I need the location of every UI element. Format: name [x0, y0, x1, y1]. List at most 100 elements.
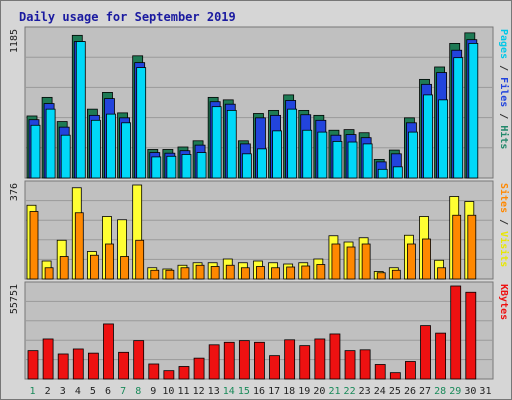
bar-sites	[331, 243, 341, 280]
bar-pages	[181, 154, 192, 179]
legend-entry: Files	[498, 77, 510, 107]
chart-title: Daily usage for September 2019	[19, 10, 236, 24]
bar-kbytes	[57, 353, 69, 380]
bar-pages	[45, 108, 56, 179]
x-tick-label: 5	[90, 386, 96, 397]
x-tick-label: 15	[238, 386, 250, 397]
x-tick-label: 22	[344, 386, 356, 397]
bar-pages	[166, 155, 177, 179]
bar-kbytes	[405, 361, 416, 380]
bar-kbytes	[72, 348, 84, 380]
bar-pages	[408, 131, 418, 179]
bar-pages	[106, 113, 116, 179]
bar-sites	[316, 264, 326, 280]
bar-kbytes	[465, 291, 477, 380]
ymax-label: 1185	[9, 29, 20, 53]
legend-entry: Visits	[498, 231, 510, 267]
x-tick-label: 26	[404, 386, 416, 397]
bar-kbytes	[420, 325, 431, 380]
bar-pages	[257, 148, 267, 179]
bar-sites	[301, 265, 311, 280]
x-tick-label: 23	[359, 386, 371, 397]
x-tick-label: 20	[313, 386, 325, 397]
bar-sites	[346, 246, 356, 280]
ymax-label: 55751	[9, 284, 20, 314]
bar-kbytes	[329, 333, 341, 380]
bar-pages	[272, 130, 282, 179]
x-tick-label: 10	[162, 386, 174, 397]
x-tick-label: 8	[135, 386, 141, 397]
bar-pages	[196, 152, 207, 179]
bar-pages	[317, 131, 328, 179]
x-tick-label: 2	[45, 386, 51, 397]
series-legend-hits-files-pages: Pages / Files / Hits	[498, 29, 510, 149]
bar-kbytes	[163, 370, 175, 380]
bar-sites	[135, 239, 145, 280]
bar-sites	[452, 214, 462, 280]
bar-kbytes	[374, 364, 386, 380]
bar-sites	[361, 243, 371, 280]
x-tick-label: 25	[389, 386, 401, 397]
legend-entry: Hits	[498, 125, 510, 149]
bar-kbytes	[193, 357, 205, 380]
x-tick-label: 14	[223, 386, 235, 397]
bar-kbytes	[148, 363, 160, 380]
bar-kbytes	[254, 341, 265, 380]
bar-sites	[210, 266, 220, 280]
bar-pages	[30, 124, 41, 179]
bar-sites	[467, 214, 477, 280]
legend-entry: Sites	[498, 183, 510, 213]
legend-entry: /	[498, 107, 509, 125]
x-tick-label: 3	[60, 386, 66, 397]
bar-pages	[332, 141, 343, 179]
bar-pages	[362, 143, 373, 179]
bar-sites	[195, 264, 205, 280]
bar-pages	[121, 122, 131, 179]
bar-kbytes	[389, 372, 401, 380]
bar-sites	[59, 256, 69, 280]
x-tick-label: 24	[374, 386, 386, 397]
ymax-label: 376	[9, 183, 20, 201]
x-tick-label: 17	[268, 386, 280, 397]
bar-pages	[241, 153, 252, 179]
bar-kbytes	[314, 338, 326, 380]
bar-kbytes	[450, 285, 462, 380]
bar-sites	[256, 266, 265, 280]
bar-kbytes	[87, 352, 99, 380]
x-tick-label: 29	[449, 386, 461, 397]
bar-pages	[211, 106, 222, 179]
bar-pages	[468, 43, 479, 179]
bar-kbytes	[299, 345, 311, 380]
bar-sites	[120, 256, 129, 280]
series-legend-visits-sites: Sites / Visits	[498, 183, 510, 267]
bar-sites	[240, 267, 250, 280]
bar-sites	[105, 243, 114, 280]
bar-sites	[29, 211, 39, 280]
bar-kbytes	[178, 366, 190, 380]
bar-pages	[136, 67, 147, 179]
bar-sites	[391, 269, 401, 280]
bar-kbytes	[208, 344, 220, 380]
x-tick-label: 13	[208, 386, 220, 397]
legend-entry: KBytes	[498, 284, 509, 320]
bar-kbytes	[42, 338, 54, 380]
bar-pages	[90, 119, 101, 179]
bar-pages	[151, 156, 162, 179]
bar-kbytes	[269, 355, 280, 380]
bar-sites	[44, 267, 54, 280]
bar-kbytes	[435, 332, 447, 380]
x-tick-label: 7	[120, 386, 126, 397]
bar-pages	[287, 108, 298, 179]
bar-sites	[180, 267, 190, 280]
bar-sites	[437, 267, 447, 280]
bar-pages	[453, 57, 464, 179]
series-legend-kbytes: KBytes	[498, 284, 509, 320]
bar-pages	[392, 166, 403, 179]
bar-kbytes	[238, 340, 250, 380]
x-tick-label: 16	[253, 386, 265, 397]
x-tick-label: 18	[283, 386, 295, 397]
bar-kbytes	[133, 340, 145, 380]
x-tick-label: 12	[193, 386, 205, 397]
x-tick-label: 4	[75, 386, 81, 397]
